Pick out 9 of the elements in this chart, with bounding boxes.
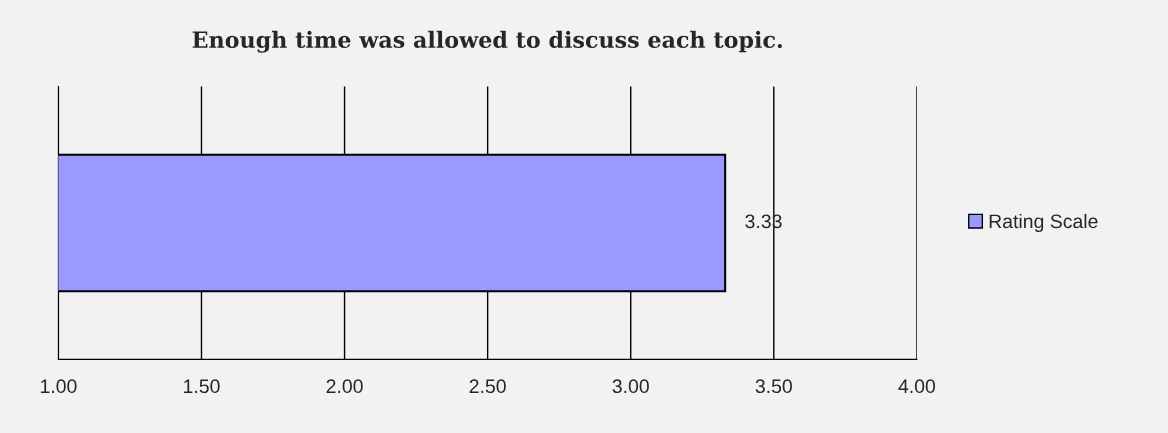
x-tick-label: 2.00 <box>326 379 363 394</box>
x-tick-label: 3.50 <box>755 379 792 394</box>
chart-title: Enough time was allowed to discuss each topic. <box>192 30 782 53</box>
x-tick-label: 1.00 <box>40 379 77 394</box>
x-tick-label: 3.00 <box>612 379 649 394</box>
x-tick-label: 2.50 <box>469 379 506 394</box>
legend-label: Rating Scale <box>989 213 1098 233</box>
x-tick-label: 4.00 <box>898 379 936 394</box>
x-tick-label: 1.50 <box>184 379 220 394</box>
